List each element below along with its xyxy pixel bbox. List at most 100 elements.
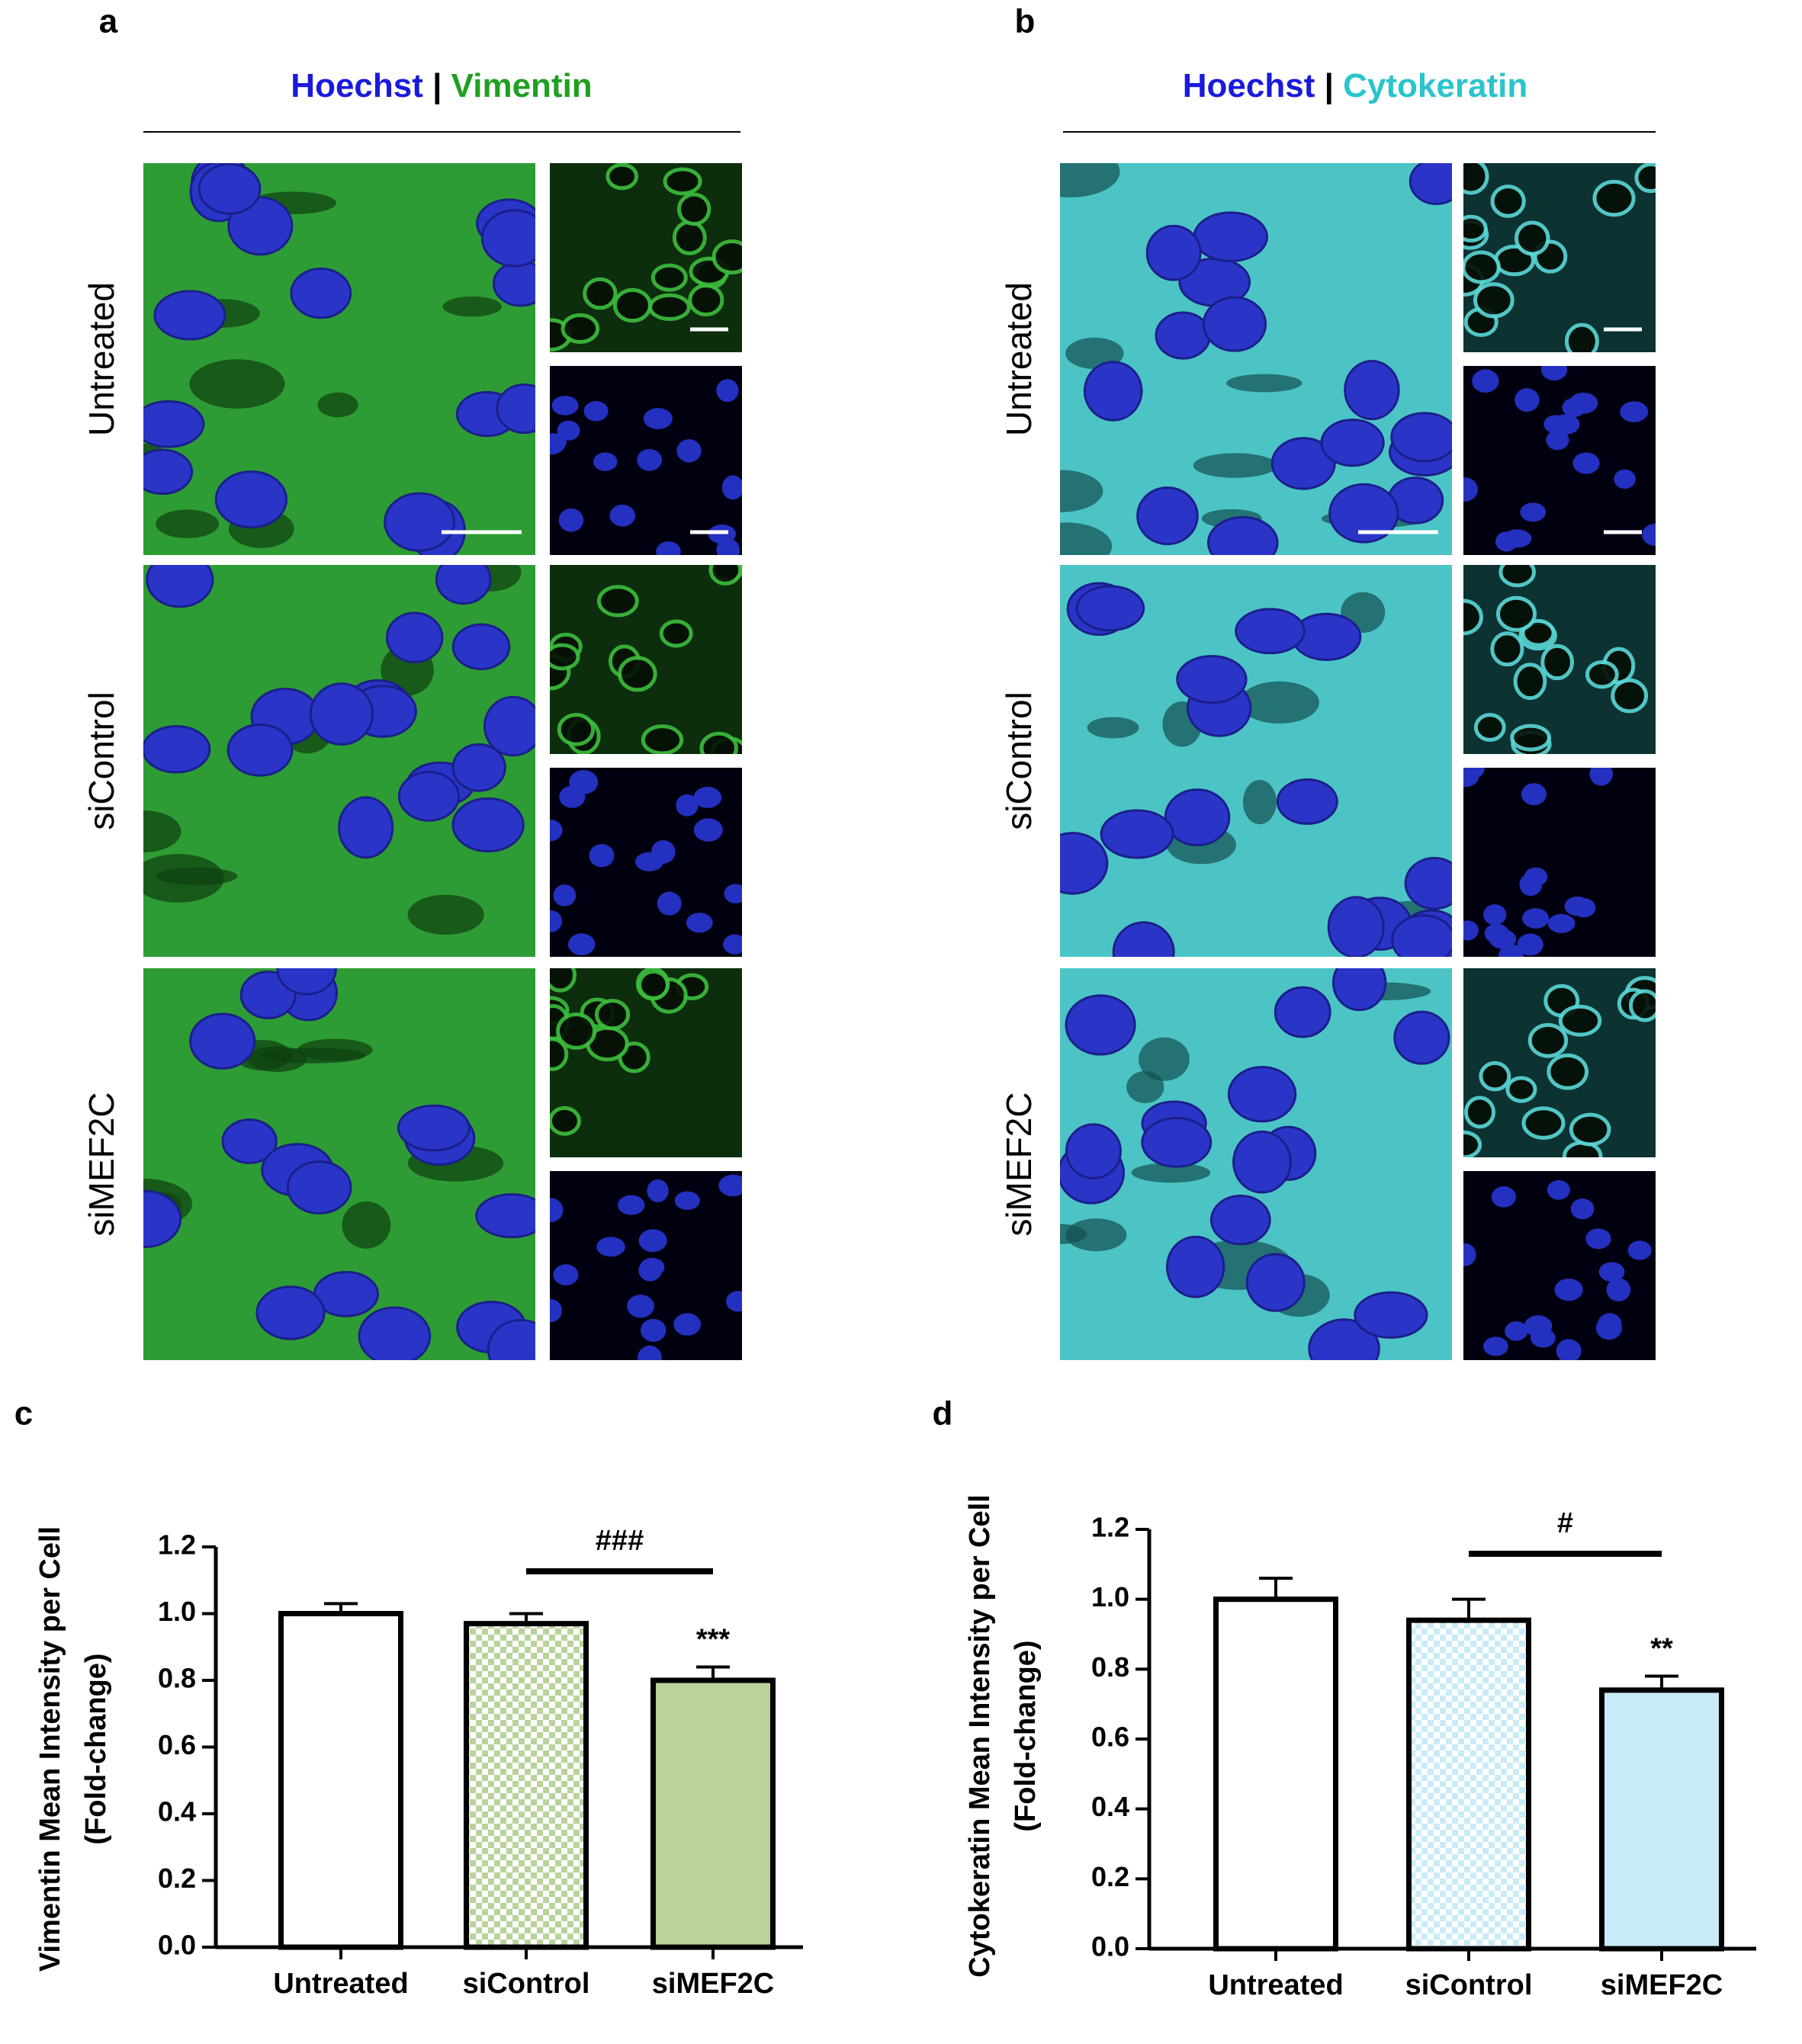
cell-ring — [699, 731, 738, 754]
nucleus — [726, 1291, 742, 1312]
nucleus — [1620, 401, 1649, 422]
nucleus — [1531, 1328, 1556, 1348]
nucleus — [1354, 1291, 1428, 1339]
dark-gap — [1131, 1163, 1211, 1183]
nucleus — [1598, 1262, 1625, 1282]
nucleus — [638, 1345, 662, 1360]
nucleus — [1585, 1228, 1611, 1250]
micrograph — [550, 565, 742, 754]
nucleus — [1569, 392, 1598, 414]
cell-ring — [1628, 989, 1656, 1022]
cell-ring — [1562, 1141, 1603, 1157]
nucleus — [496, 383, 535, 435]
nucleus — [338, 796, 394, 859]
panel-letter: b — [1015, 3, 1036, 40]
nucleus — [1328, 483, 1399, 544]
nucleus — [214, 470, 288, 529]
nucleus — [493, 260, 535, 307]
cell-ring — [688, 284, 724, 317]
micrograph — [1463, 968, 1656, 1157]
y-tick-label: 0.8 — [1091, 1651, 1129, 1683]
cell-ring — [1569, 1112, 1611, 1147]
nucleus — [198, 163, 262, 215]
panel-header: Hoechst | Cytokeratin — [1183, 67, 1527, 105]
cell-ring — [659, 619, 693, 648]
nucleus — [553, 884, 577, 906]
nucleus — [1515, 388, 1540, 412]
cell-ring — [1505, 1076, 1537, 1103]
cell-ring — [1463, 214, 1488, 242]
cell-ring — [1611, 678, 1649, 714]
nucleus — [1145, 224, 1202, 281]
nucleus — [1642, 523, 1656, 547]
nucleus — [1627, 1240, 1652, 1260]
panel-letter: d — [933, 1395, 953, 1433]
stain-label: Cytokeratin — [1343, 67, 1527, 104]
nucleus — [1505, 1321, 1528, 1341]
nucleus — [487, 1318, 535, 1360]
row-label: Untreated — [999, 282, 1039, 436]
nucleus — [146, 565, 214, 608]
nucleus — [1112, 921, 1175, 957]
nucleus — [1546, 430, 1569, 451]
dark-gap — [1226, 374, 1303, 393]
panel-letter: a — [99, 3, 118, 40]
nucleus — [1547, 913, 1576, 933]
nucleus — [1276, 778, 1338, 825]
nucleus — [1245, 1253, 1306, 1312]
nucleus — [475, 1193, 535, 1239]
nucleus — [657, 891, 682, 916]
cell-ring — [1463, 598, 1483, 636]
y-tick-label: 0.2 — [1091, 1861, 1129, 1892]
row-label: siControl — [82, 691, 121, 830]
micrograph — [550, 366, 742, 555]
nucleus — [550, 910, 563, 932]
nucleus — [1472, 369, 1499, 393]
nucleus — [640, 1257, 665, 1277]
y-tick-label: 0.0 — [158, 1930, 196, 1961]
micrograph — [1463, 1171, 1656, 1360]
nucleus — [1554, 1278, 1583, 1301]
micrograph — [1463, 366, 1656, 555]
cell-ring — [1558, 1004, 1602, 1037]
micrograph — [143, 968, 535, 1360]
cell-ring — [596, 585, 639, 618]
nucleus — [558, 508, 584, 532]
nucleus — [708, 524, 737, 544]
cell-ring — [1490, 631, 1524, 667]
nucleus — [1235, 608, 1306, 655]
cell-ring — [556, 1012, 597, 1050]
nucleus — [583, 400, 609, 422]
nucleus — [1570, 1198, 1595, 1220]
nucleus — [1614, 469, 1636, 489]
nucleus — [1564, 896, 1591, 916]
cell-ring — [1498, 565, 1536, 588]
cell-ring — [711, 239, 742, 274]
dark-gap — [1193, 453, 1277, 478]
nucleus — [635, 852, 663, 871]
dark-gap — [156, 867, 238, 886]
cell-ring — [676, 192, 711, 226]
nucleus — [589, 844, 615, 868]
y-tick-label: 1.2 — [1091, 1512, 1129, 1543]
dark-gap — [156, 509, 220, 538]
cell-ring — [618, 656, 657, 692]
nucleus — [1136, 486, 1199, 546]
nucleus — [693, 818, 723, 842]
nucleus — [656, 541, 681, 555]
y-axis-label: Vimentin Mean Intensity per Cell — [34, 1526, 66, 1972]
dark-gap — [407, 894, 484, 935]
dark-gap — [1087, 717, 1139, 739]
nucleus — [189, 1012, 256, 1070]
nucleus — [1232, 1130, 1292, 1194]
cell-ring — [594, 999, 631, 1031]
nucleus — [1202, 296, 1267, 352]
nucleus — [618, 1195, 645, 1215]
nucleus — [550, 1298, 563, 1323]
y-tick-label: 0.6 — [158, 1729, 196, 1760]
nucleus — [1489, 929, 1517, 949]
dark-gap — [143, 810, 181, 852]
nucleus — [643, 408, 673, 430]
nucleus — [1083, 361, 1143, 422]
